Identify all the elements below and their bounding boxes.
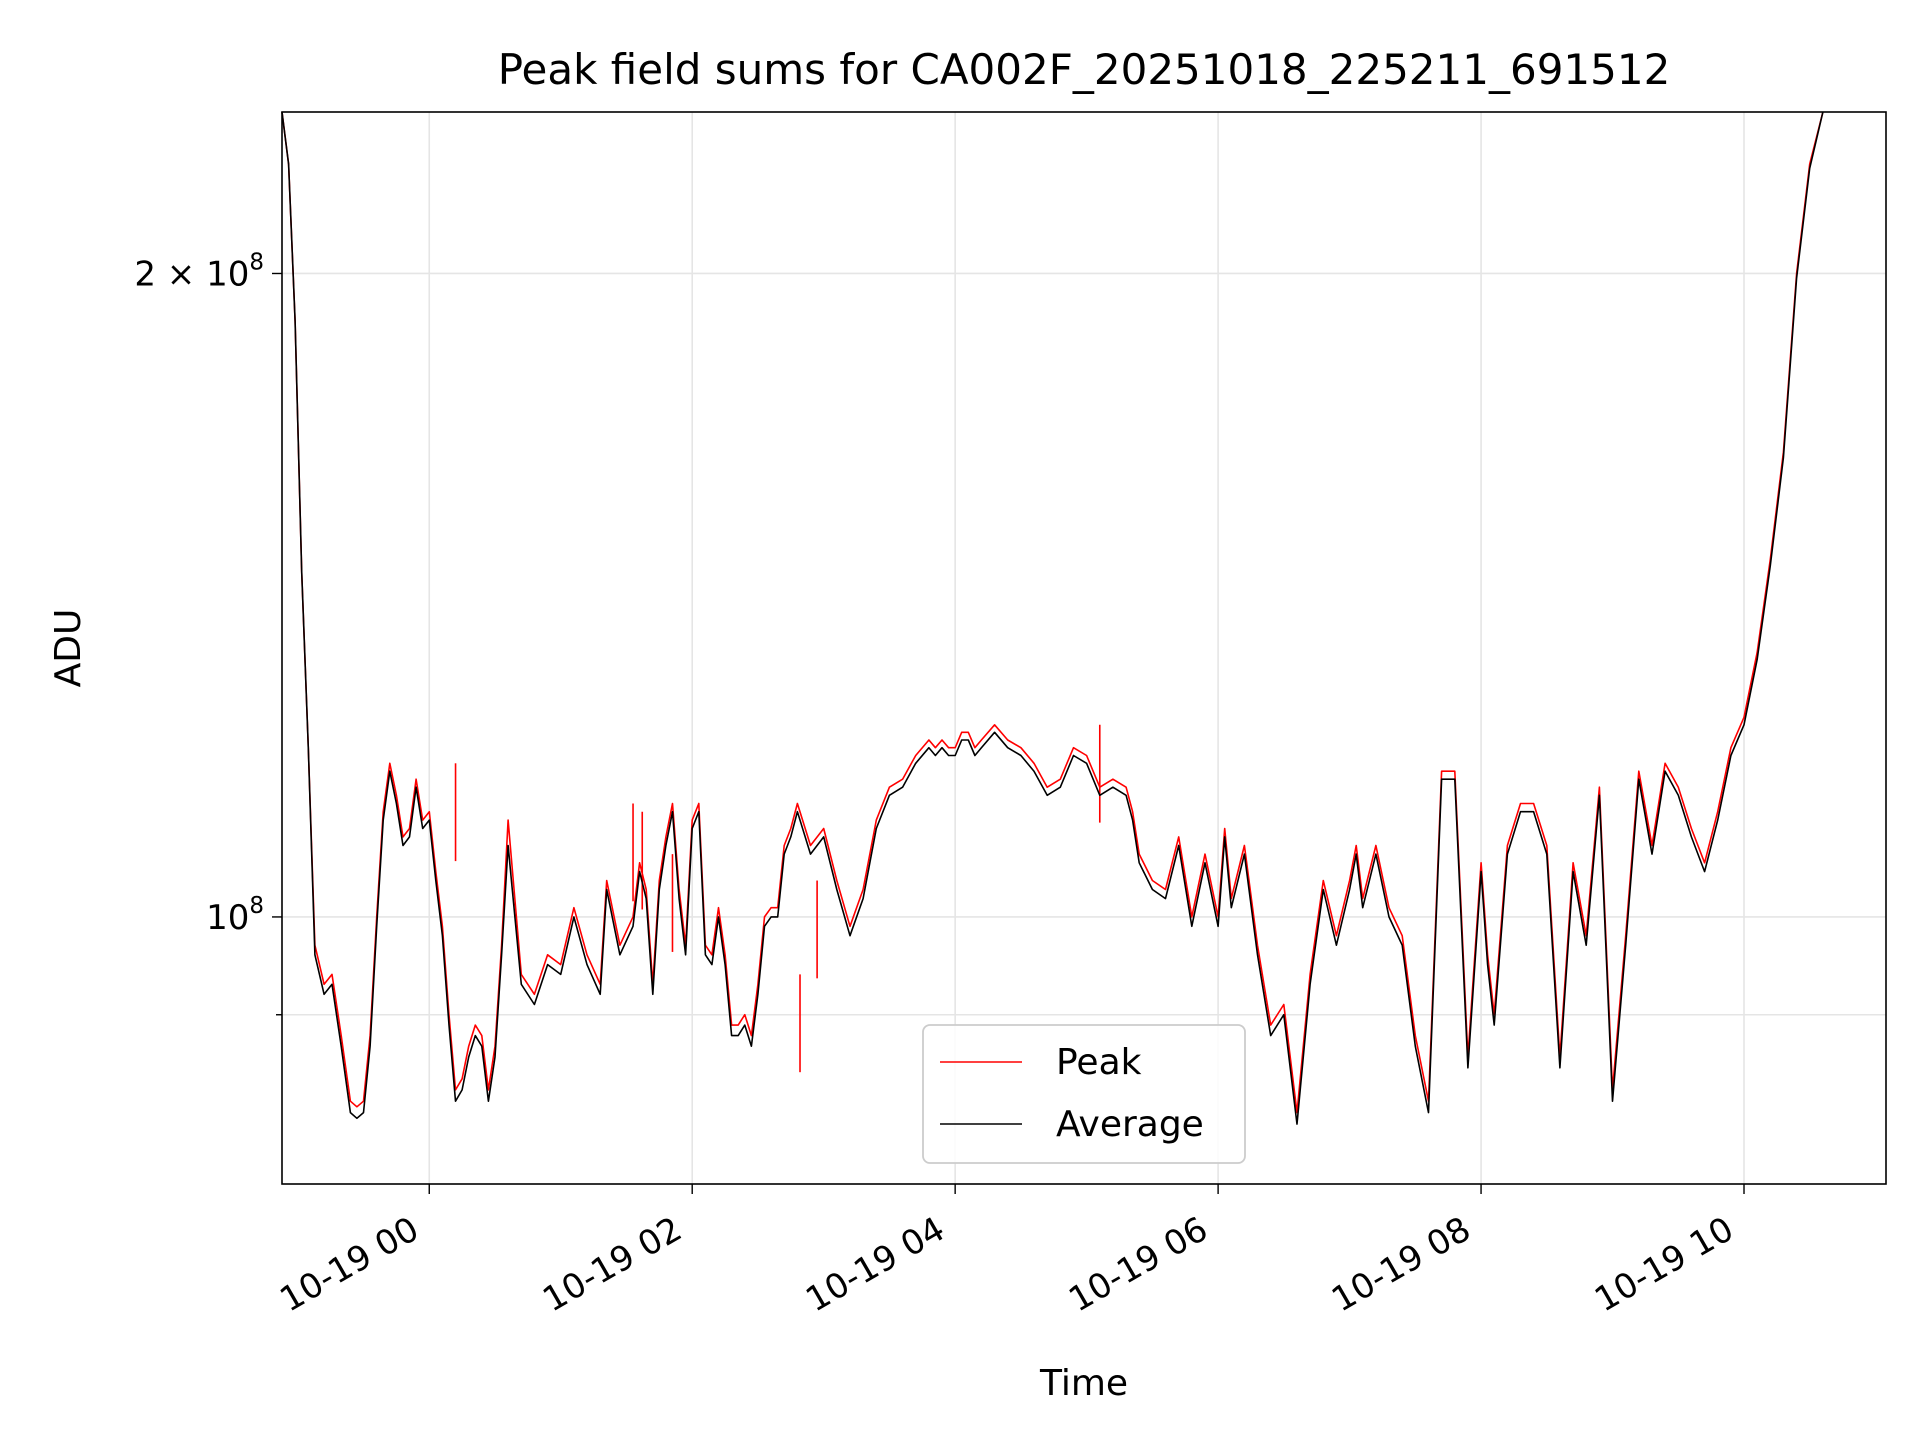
plot-frame [281,111,1887,1185]
grid-lines [282,112,1886,1184]
legend-average-label: Average [1056,1104,1204,1145]
y-tick-label: 2 × 108 [134,249,264,294]
legend-peak-label: Peak [1056,1042,1142,1083]
x-axis-label: Time [1039,1363,1128,1404]
legend: Peak Average [922,1024,1246,1164]
y-tick-label: 108 [206,893,264,938]
series-line-average [281,111,1824,1125]
chart-title: Peak field sums for CA002F_20251018_2252… [498,45,1671,94]
series-lines [281,111,1824,1125]
legend-box [922,1024,1246,1164]
series-line-peak [281,111,1824,1114]
y-axis-label: ADU [48,609,89,688]
